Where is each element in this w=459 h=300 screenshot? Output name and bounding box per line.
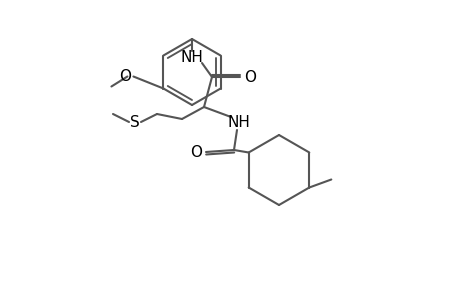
Text: O: O xyxy=(243,70,256,85)
Text: NH: NH xyxy=(227,115,250,130)
Text: O: O xyxy=(190,145,202,160)
Text: NH: NH xyxy=(180,50,203,64)
Text: S: S xyxy=(130,115,140,130)
Text: O: O xyxy=(119,69,131,84)
